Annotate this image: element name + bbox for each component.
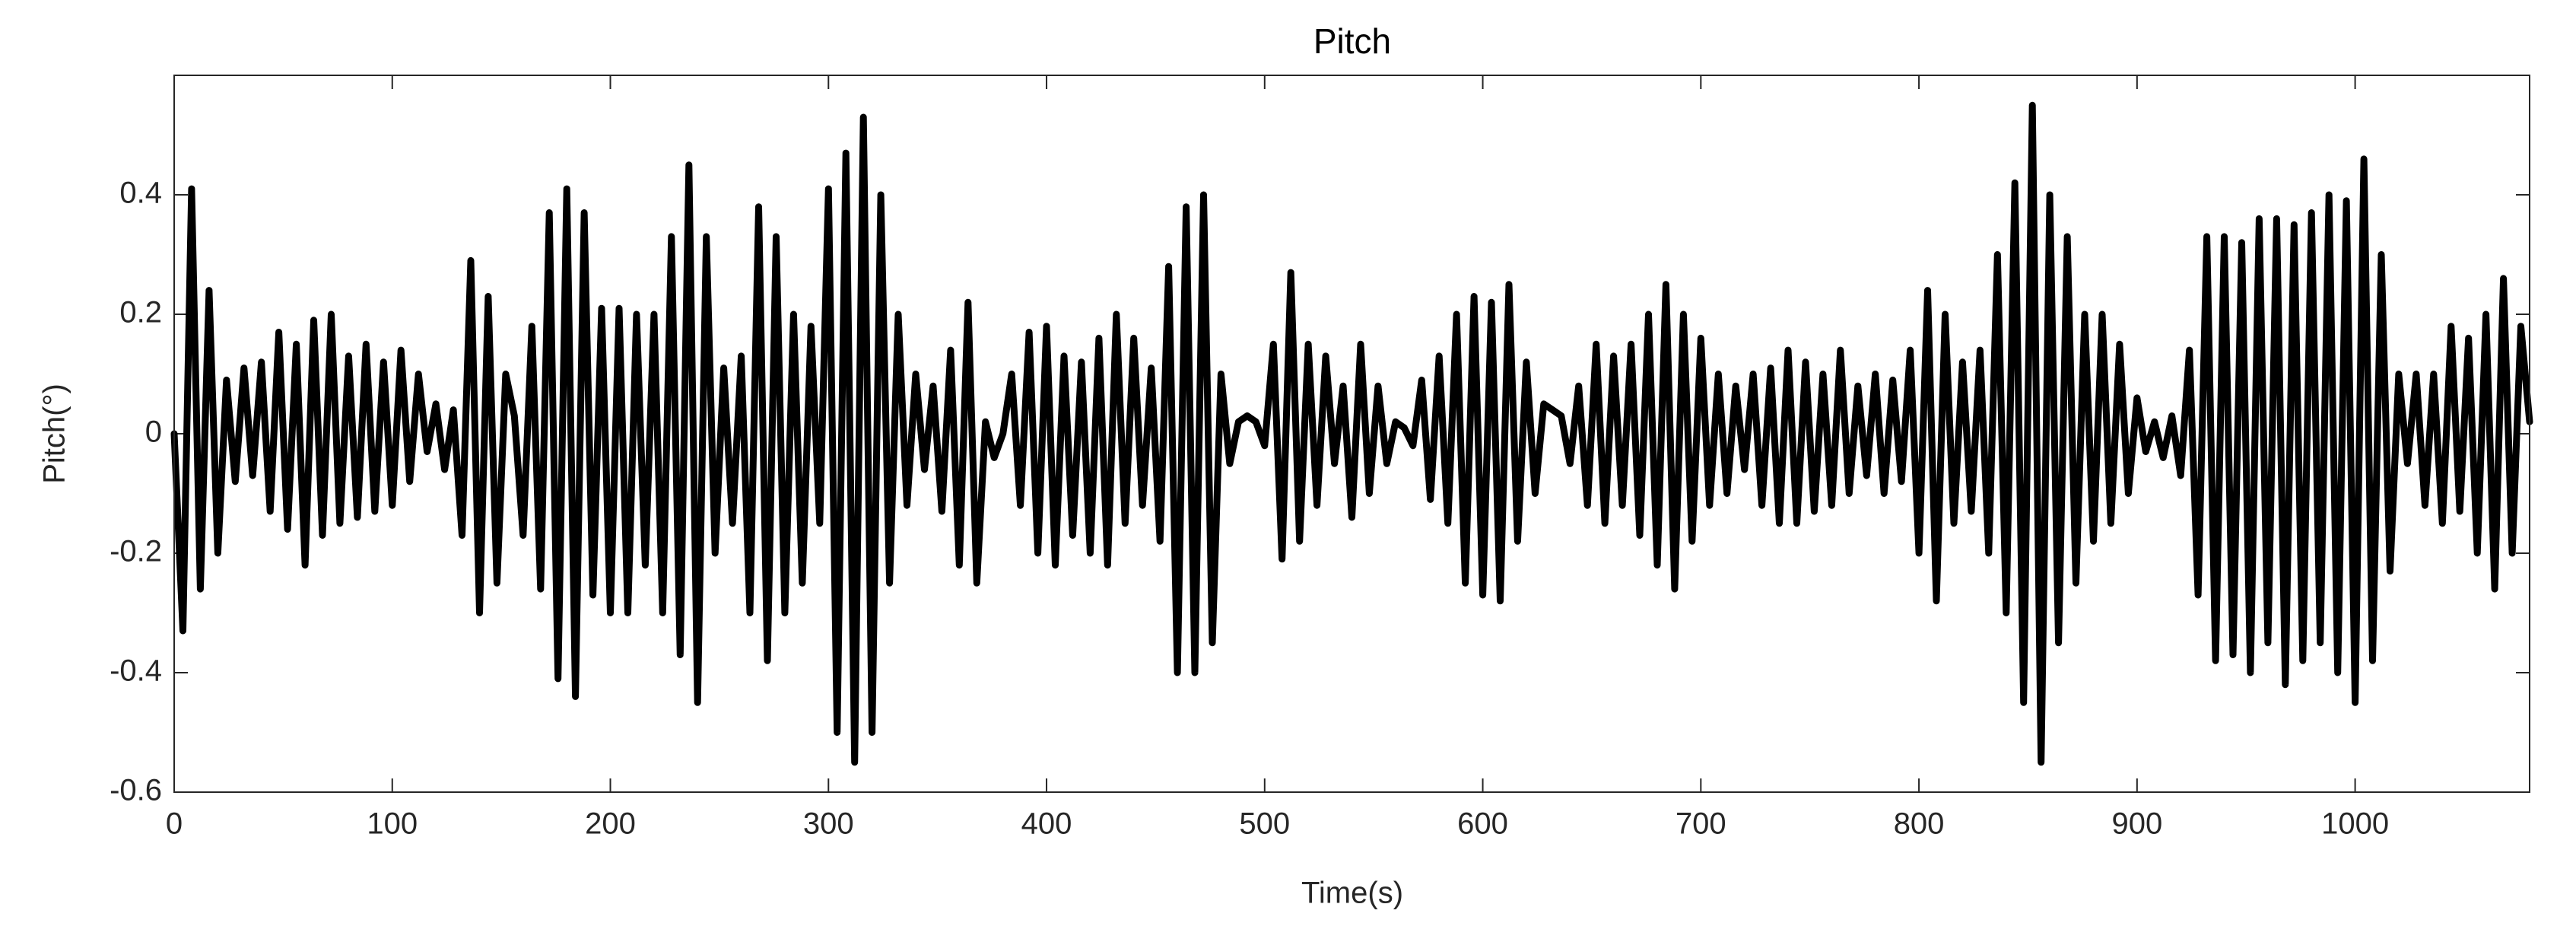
x-tick-label: 500	[1239, 807, 1290, 841]
x-tick-label: 400	[1021, 807, 1072, 841]
y-tick-label: 0.4	[119, 177, 162, 210]
y-tick-label: -0.4	[110, 654, 162, 688]
y-tick-label: -0.2	[110, 535, 162, 568]
x-tick-label: 1000	[2321, 807, 2389, 841]
y-tick-label: -0.6	[110, 774, 162, 807]
x-tick-label: 700	[1676, 807, 1726, 841]
x-tick-label: 600	[1457, 807, 1508, 841]
x-axis-label: Time(s)	[1301, 877, 1403, 910]
x-tick-label: 0	[166, 807, 183, 841]
x-tick-label: 100	[367, 807, 418, 841]
y-tick-label: 0.2	[119, 296, 162, 329]
y-tick-label: 0	[145, 415, 162, 449]
data-line	[170, 101, 2533, 766]
x-tick-label: 900	[2111, 807, 2162, 841]
x-tick-label: 300	[803, 807, 854, 841]
chart-title: Pitch	[1313, 21, 1391, 61]
plot-frame	[173, 75, 2530, 793]
y-axis-label: Pitch(°)	[38, 384, 71, 484]
x-tick-label: 200	[585, 807, 636, 841]
x-tick-label: 800	[1894, 807, 1945, 841]
